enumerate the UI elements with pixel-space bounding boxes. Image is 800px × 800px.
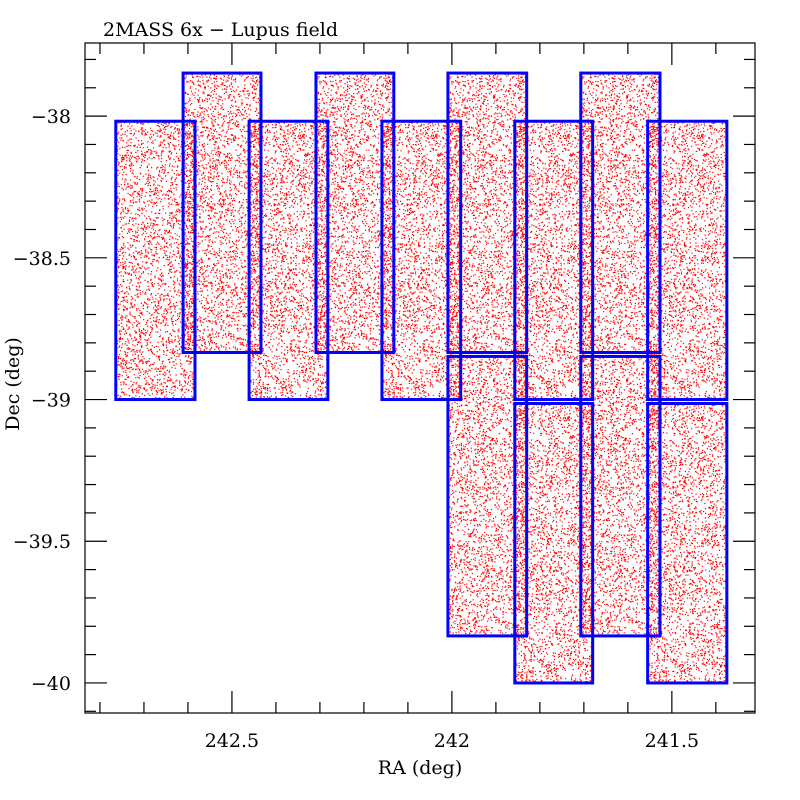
star-points-tile-10 (448, 356, 528, 638)
y-axis-label: Dec (deg) (2, 337, 24, 431)
field-box-tile-10 (446, 354, 529, 638)
axis-ticks (85, 43, 755, 713)
x-tick-label: 242.5 (205, 730, 259, 752)
chart-title: 2MASS 6x − Lupus field (103, 19, 338, 41)
x-axis-label: RA (deg) (378, 757, 462, 779)
field-box-tile-13 (646, 402, 729, 685)
field-box-tile-12 (579, 354, 662, 638)
star-points-tile-13 (647, 403, 728, 685)
field-box-tile-3 (247, 119, 330, 402)
star-points-tile-8 (580, 73, 662, 354)
y-tick-label: −38.5 (13, 248, 71, 270)
star-points-tile-2 (183, 73, 263, 354)
star-points-tile-6 (448, 73, 528, 354)
field-box-tile-6 (446, 71, 529, 354)
y-tick-label: −39 (31, 390, 71, 412)
x-tick-label: 242 (434, 730, 470, 752)
star-points-tile-12 (580, 356, 662, 638)
field-box-tile-5 (380, 119, 463, 402)
field-box-tile-7 (513, 119, 595, 402)
field-box-tile-11 (513, 402, 595, 685)
y-tick-label: −39.5 (13, 531, 71, 553)
tick-labels: 242.5 242 241.5 −38 −38.5 −39 −39.5 −40 (13, 106, 699, 752)
star-points-tile-4 (316, 73, 395, 354)
field-box-tile-4 (314, 71, 396, 354)
field-box-tile-1 (114, 119, 197, 402)
field-box-tile-8 (579, 71, 662, 354)
y-tick-label: −38 (31, 106, 71, 128)
plot-frame (84, 42, 756, 714)
y-tick-label: −40 (31, 673, 71, 695)
star-points-layer (115, 73, 728, 685)
field-box-tile-9 (646, 119, 729, 402)
field-box-tile-2 (181, 71, 263, 354)
x-tick-label: 241.5 (645, 730, 699, 752)
field-boxes-layer (114, 71, 729, 685)
star-points-tile-1 (115, 121, 197, 401)
